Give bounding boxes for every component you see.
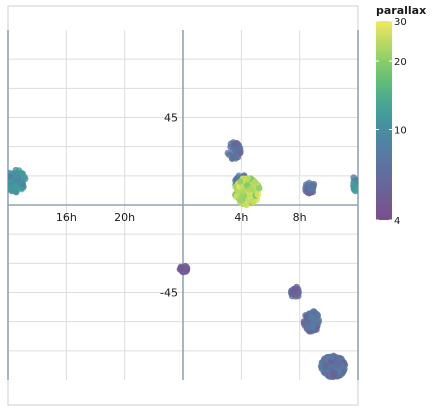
data-point <box>334 361 342 368</box>
data-point <box>231 141 238 148</box>
colorbar-legend: parallax 4 10 20 30 <box>376 4 426 227</box>
data-point <box>244 175 251 182</box>
colorbar-ticks: 4 10 20 30 <box>376 17 407 227</box>
data-point <box>328 353 336 361</box>
colorbar-tick-label: 20 <box>394 57 407 68</box>
data-point <box>314 311 321 319</box>
data-point <box>352 186 358 193</box>
data-point <box>245 196 252 203</box>
x-tick-label: 16h <box>56 211 77 224</box>
y-tick-label: 45 <box>164 112 178 125</box>
data-points <box>8 139 358 381</box>
data-point <box>331 370 338 377</box>
colorbar-tick-label: 10 <box>394 126 407 137</box>
x-tick-label: 4h <box>234 211 248 224</box>
data-point <box>307 313 315 321</box>
data-point <box>246 185 254 193</box>
x-tick-label: 20h <box>114 211 135 224</box>
x-tick-labels: 16h 20h 4h 8h <box>56 211 307 224</box>
data-point <box>237 178 244 185</box>
data-point <box>350 174 358 181</box>
data-point <box>289 289 297 296</box>
data-point <box>307 184 314 191</box>
data-point <box>304 324 311 331</box>
x-tick-label: 8h <box>293 211 307 224</box>
data-point <box>12 173 20 180</box>
grid-lines <box>7 30 359 380</box>
colorbar-tick-label: 4 <box>394 216 400 227</box>
data-point <box>293 283 300 291</box>
data-point <box>324 371 332 378</box>
data-point <box>251 178 259 186</box>
data-point <box>239 188 247 195</box>
data-point <box>231 146 239 153</box>
data-point <box>255 184 263 192</box>
colorbar-gradient <box>376 21 392 220</box>
data-point <box>8 173 13 181</box>
data-point <box>224 149 232 157</box>
data-point <box>309 323 316 331</box>
data-point <box>229 153 236 160</box>
data-point <box>322 361 330 369</box>
data-point <box>254 191 262 198</box>
data-point <box>294 292 302 300</box>
colorbar-title: parallax <box>376 4 426 17</box>
data-point <box>336 368 344 376</box>
data-point <box>350 179 357 187</box>
y-tick-label: -45 <box>160 287 178 300</box>
colorbar-tick-label: 30 <box>394 17 407 28</box>
data-point <box>177 263 185 271</box>
data-point <box>237 197 245 205</box>
data-point <box>250 198 257 206</box>
y-tick-labels: 45 -45 <box>160 112 178 300</box>
data-point <box>15 179 23 186</box>
